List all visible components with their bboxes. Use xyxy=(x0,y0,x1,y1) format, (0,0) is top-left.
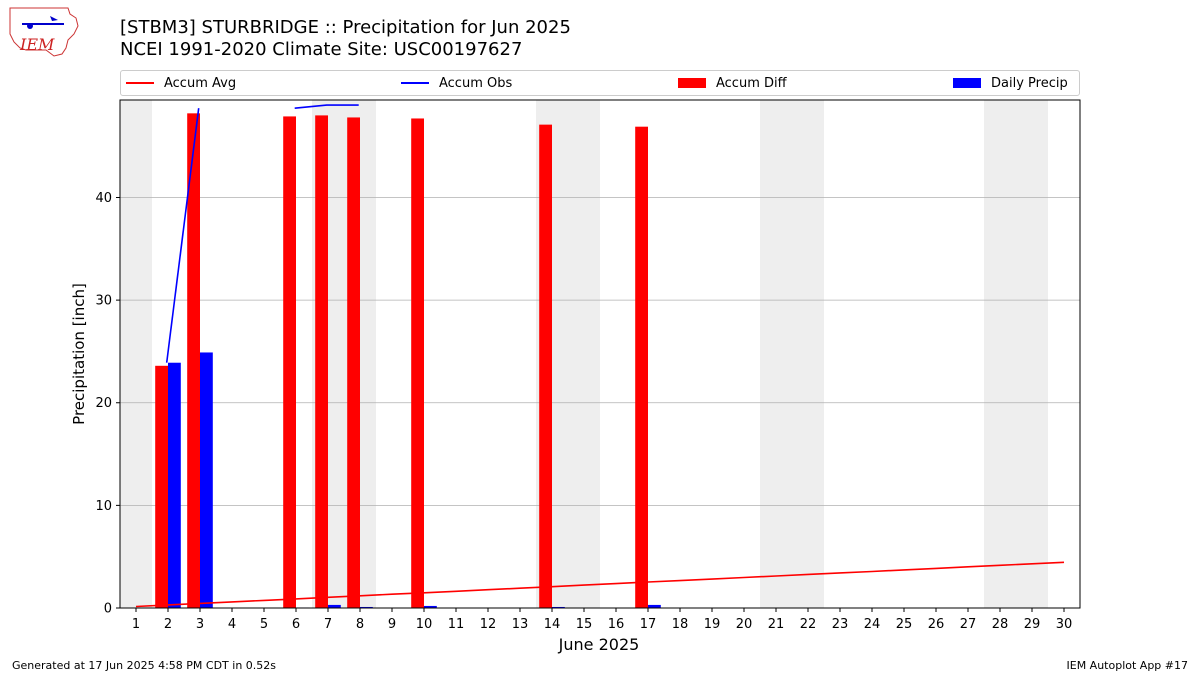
daily-precip-bar xyxy=(424,605,437,608)
legend-label: Accum Avg xyxy=(164,75,237,91)
x-tick-label: 20 xyxy=(736,617,753,632)
y-axis-label: Precipitation [inch] xyxy=(70,283,88,425)
legend-swatch xyxy=(953,78,981,88)
weekend-shade xyxy=(1016,100,1048,608)
weekend-shade xyxy=(984,100,1016,608)
daily-precip-bar xyxy=(328,604,341,608)
x-tick-label: 28 xyxy=(992,617,1009,632)
x-tick-label: 4 xyxy=(228,617,236,632)
x-tick-label: 2 xyxy=(164,617,172,632)
x-tick-label: 6 xyxy=(292,617,300,632)
legend: Accum Avg Accum Obs Accum Diff Daily Pre… xyxy=(120,70,1080,96)
accum-diff-bar xyxy=(411,118,424,609)
footer-app: IEM Autoplot App #17 xyxy=(1066,659,1189,672)
daily-precip-bar xyxy=(168,362,181,608)
weekend-shade xyxy=(760,100,792,608)
chart-title: [STBM3] STURBRIDGE :: Precipitation for … xyxy=(120,17,571,38)
x-tick-label: 17 xyxy=(640,617,657,632)
legend-swatch xyxy=(126,82,154,84)
daily-precip-bar xyxy=(552,606,565,608)
x-tick-label: 3 xyxy=(196,617,204,632)
x-tick-label: 27 xyxy=(960,617,977,632)
accum-diff-bar xyxy=(155,365,168,608)
accum-diff-bar xyxy=(539,124,552,608)
x-tick-label: 10 xyxy=(416,617,433,632)
x-tick-label: 15 xyxy=(576,617,593,632)
weekend-shade xyxy=(792,100,824,608)
legend-item-accum-avg: Accum Avg xyxy=(126,71,236,95)
daily-precip-bar xyxy=(648,604,661,608)
daily-precip-bar xyxy=(360,606,373,608)
legend-item-accum-diff: Accum Diff xyxy=(678,71,787,95)
legend-label: Daily Precip xyxy=(991,75,1068,91)
x-tick-label: 30 xyxy=(1056,617,1073,632)
y-tick-label: 30 xyxy=(95,294,112,309)
x-tick-label: 18 xyxy=(672,617,689,632)
plot-area: 1 2 3 4 5 6 7 8 9 10 11 12 13 14 15 16 17 18 19 20 21 22 23 24 2… xyxy=(95,99,1081,632)
accum-obs-line xyxy=(165,108,200,363)
x-tick-label: 13 xyxy=(512,617,529,632)
x-tick-label: 11 xyxy=(448,617,465,632)
accum-diff-bar xyxy=(315,115,328,609)
footer-generated: Generated at 17 Jun 2025 4:58 PM CDT in … xyxy=(12,659,277,672)
legend-label: Accum Obs xyxy=(439,75,513,91)
weekend-shade xyxy=(568,100,600,608)
x-tick-label: 12 xyxy=(480,617,497,632)
x-tick-label: 22 xyxy=(800,617,817,632)
x-tick-label: 26 xyxy=(928,617,945,632)
chart-subtitle: NCEI 1991-2020 Climate Site: USC00197627 xyxy=(120,39,523,60)
iem-logo: IEM xyxy=(9,7,79,57)
x-tick-label: 8 xyxy=(356,617,364,632)
x-tick-label: 19 xyxy=(704,617,721,632)
accum-diff-bar xyxy=(187,113,200,608)
y-tick-label: 20 xyxy=(95,396,112,411)
daily-precip-bar xyxy=(200,352,213,608)
x-tick-label: 7 xyxy=(324,617,332,632)
x-tick-label: 23 xyxy=(832,617,849,632)
logo-text: IEM xyxy=(19,35,55,54)
legend-item-daily-precip: Daily Precip xyxy=(953,71,1068,95)
weekend-shade xyxy=(120,100,152,608)
y-tick-label: 10 xyxy=(95,499,112,514)
plot-frame xyxy=(119,99,1081,609)
accum-obs-line xyxy=(294,104,359,109)
x-tick-label: 14 xyxy=(544,617,561,632)
legend-swatch xyxy=(678,78,706,88)
accum-diff-bar xyxy=(347,117,360,608)
legend-item-accum-obs: Accum Obs xyxy=(401,71,512,95)
accum-avg-line xyxy=(135,561,1065,608)
accum-diff-bar xyxy=(283,116,296,609)
legend-label: Accum Diff xyxy=(716,75,787,91)
y-tick-label: 0 xyxy=(104,602,112,617)
x-tick-label: 1 xyxy=(132,617,140,632)
x-tick-label: 29 xyxy=(1024,617,1041,632)
accum-diff-bar xyxy=(635,126,648,608)
x-tick-label: 21 xyxy=(768,617,785,632)
y-tick-label: 40 xyxy=(95,191,112,206)
x-tick-label: 5 xyxy=(260,617,268,632)
x-tick-label: 9 xyxy=(388,617,396,632)
x-tick-label: 16 xyxy=(608,617,625,632)
legend-swatch xyxy=(401,82,429,84)
x-tick-label: 25 xyxy=(896,617,913,632)
x-axis-label: June 2025 xyxy=(558,635,640,654)
x-tick-label: 24 xyxy=(864,617,881,632)
